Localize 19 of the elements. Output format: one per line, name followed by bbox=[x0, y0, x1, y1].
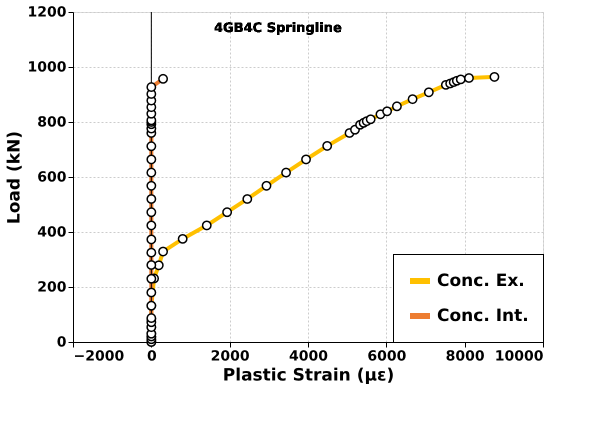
y-tick-label: 400 bbox=[37, 224, 67, 240]
x-tick-label: 6000 bbox=[367, 348, 407, 364]
x-tick-label: 2000 bbox=[210, 348, 250, 364]
legend-label: Conc. Ex. bbox=[437, 271, 525, 291]
x-axis-title: Plastic Strain (με) bbox=[222, 366, 394, 386]
x-tick-label: 8000 bbox=[446, 348, 485, 364]
x-tick-label: 4000 bbox=[289, 348, 328, 364]
y-tick-label: 800 bbox=[37, 114, 67, 130]
text: 4GB4C Springline bbox=[214, 21, 342, 36]
y-tick-label: 200 bbox=[37, 280, 67, 296]
y-tick-label: 1000 bbox=[28, 60, 67, 76]
legend-label: Conc. Int. bbox=[437, 306, 529, 326]
y-tick-label: 600 bbox=[37, 170, 67, 186]
x-tick-label: 0 bbox=[146, 348, 157, 364]
x-tick-label: −2000 bbox=[74, 348, 124, 364]
y-tick-label: 1200 bbox=[28, 4, 67, 20]
x-tick-label: 10000 bbox=[494, 348, 544, 364]
y-tick-label: 0 bbox=[56, 334, 67, 350]
y-axis-title: Load (kN) bbox=[4, 130, 25, 224]
